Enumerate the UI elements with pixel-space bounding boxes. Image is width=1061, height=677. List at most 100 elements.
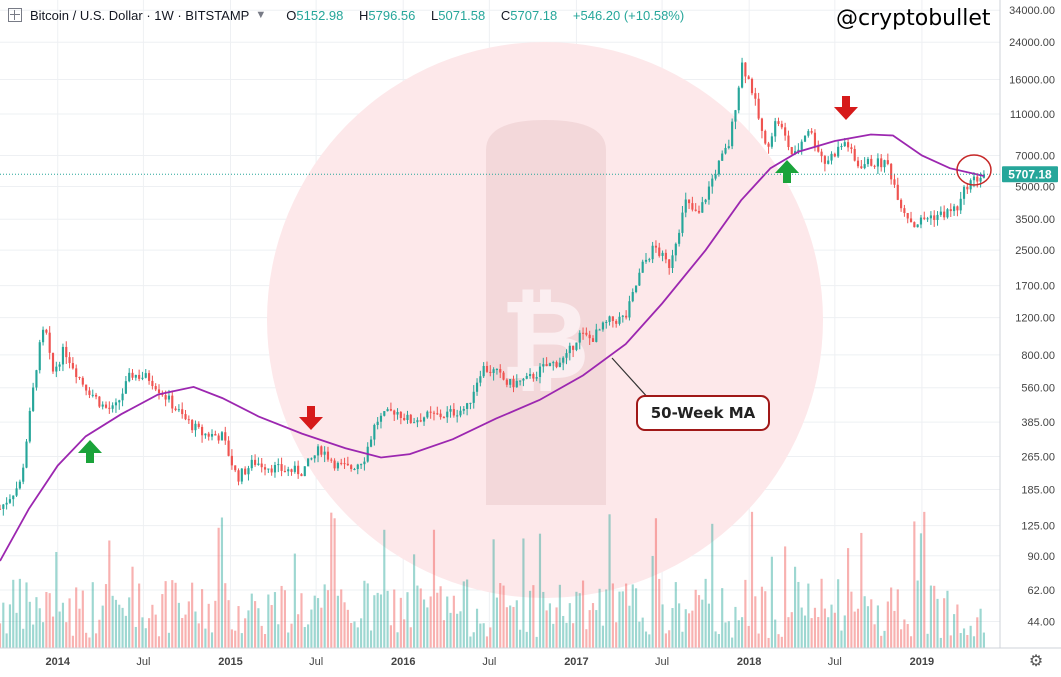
candle-body	[774, 121, 777, 137]
candle-body	[267, 468, 270, 470]
symbol-title[interactable]: Bitcoin / U.S. Dollar · 1W · BITSTAMP	[30, 7, 250, 23]
candle-body	[734, 110, 737, 122]
volume-bar	[71, 635, 74, 648]
y-tick-label: 185.00	[1021, 485, 1055, 497]
candle-body	[810, 131, 813, 133]
volume-bar	[98, 619, 101, 648]
volume-bar	[668, 630, 671, 648]
candle-body	[254, 459, 257, 465]
volume-bar	[479, 623, 482, 648]
volume-bar	[191, 582, 194, 648]
candle-body	[545, 364, 548, 367]
candle-body	[94, 394, 98, 397]
volume-bar	[787, 617, 790, 648]
ohlc-readout: O5152.98 H5796.56 L5071.58 C5707.18 +546…	[286, 8, 696, 23]
candle-body	[260, 463, 263, 468]
volume-bar	[201, 589, 204, 648]
volume-bar	[903, 619, 906, 648]
candle-body	[777, 121, 780, 124]
volume-bar	[565, 622, 568, 648]
candle-body	[227, 440, 230, 456]
candle-body	[982, 174, 985, 178]
volume-bar	[515, 600, 518, 648]
candle-body	[628, 301, 631, 318]
volume-bar	[363, 580, 366, 648]
volume-bar	[260, 625, 263, 648]
volume-bar	[48, 593, 51, 648]
volume-bar	[943, 598, 946, 648]
candle-body	[807, 131, 810, 136]
gear-icon[interactable]: ⚙	[1028, 653, 1044, 670]
volume-bar	[128, 597, 131, 648]
volume-bar	[75, 587, 78, 648]
volume-bar	[270, 605, 273, 648]
candle-body	[585, 332, 588, 335]
volume-bar	[379, 594, 383, 648]
volume-bar	[65, 622, 68, 648]
volume-bar	[449, 612, 452, 648]
candle-body	[671, 255, 674, 268]
candle-body	[979, 177, 982, 182]
y-tick-label: 1700.00	[1015, 281, 1055, 293]
volume-bar	[886, 601, 889, 648]
candle-body	[35, 370, 38, 388]
volume-bar	[876, 605, 879, 648]
expand-icon[interactable]	[8, 8, 22, 22]
candle-body	[764, 130, 767, 144]
candle-body	[532, 374, 535, 379]
volume-bar	[350, 622, 353, 648]
volume-bar	[919, 533, 923, 648]
volume-bar	[462, 581, 465, 648]
volume-bar	[777, 634, 780, 648]
volume-bar	[621, 591, 624, 648]
price-axis[interactable]: 34000.00 24000.00 16000.00 11000.00 7000.00 5…	[999, 0, 1055, 648]
candle-body	[714, 174, 717, 179]
candle-body	[512, 379, 515, 388]
candle-body	[853, 148, 856, 161]
candle-body	[360, 464, 363, 466]
time-axis[interactable]: 2014 Jul 2015 Jul 2016 Jul 2017 Jul 2018 Jul 2019	[0, 647, 1061, 668]
y-tick-label: 3500.00	[1015, 214, 1055, 226]
volume-bar	[290, 623, 293, 648]
close-value: 5707.18	[510, 7, 558, 23]
candle-body	[270, 468, 273, 473]
ma-50-line	[0, 133, 985, 562]
volume-bar	[293, 553, 296, 648]
volume-bar	[207, 603, 210, 648]
candle-body	[949, 209, 952, 212]
candle-body	[502, 372, 505, 380]
candle-body	[207, 433, 210, 437]
annotations: 50-Week MA	[78, 96, 992, 463]
candle-body	[813, 132, 817, 147]
candle-body	[505, 379, 508, 385]
volume-bar	[509, 605, 512, 648]
volume-bar	[300, 593, 303, 648]
volume-bar	[171, 580, 174, 648]
volume-bar	[572, 623, 575, 648]
x-tick-label: 2016	[391, 656, 415, 668]
volume-bar	[601, 625, 605, 648]
candle-body	[396, 411, 399, 415]
candle-body	[681, 212, 684, 233]
chevron-down-icon[interactable]: ▼	[255, 9, 267, 21]
volume-bar	[707, 603, 711, 648]
volume-bar	[303, 627, 306, 648]
volume-bar	[442, 620, 445, 648]
volume-bar	[913, 521, 916, 648]
candle-body	[422, 417, 426, 422]
volume-bar	[475, 608, 479, 648]
volume-bar	[807, 583, 810, 648]
volume-bar	[353, 621, 356, 648]
candle-body	[204, 433, 207, 436]
candle-body	[823, 156, 826, 164]
volume-bar	[691, 610, 694, 648]
candle-body	[293, 465, 296, 472]
candle-body	[98, 396, 101, 407]
volume-bar	[330, 512, 333, 648]
volume-bar	[436, 592, 439, 648]
volume-bar	[167, 632, 171, 648]
volume-bar	[893, 610, 896, 648]
candle-body	[379, 415, 383, 422]
candle-body	[442, 417, 445, 419]
